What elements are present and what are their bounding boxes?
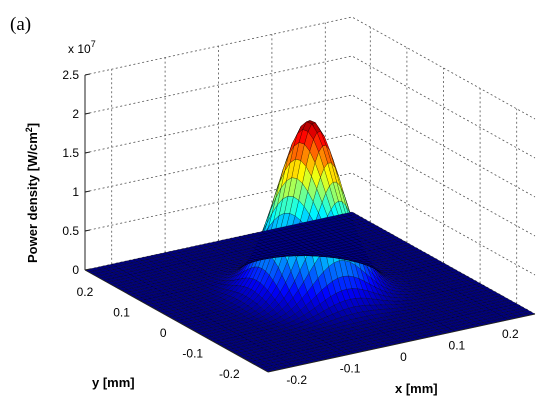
grid-line-z-back <box>84 16 536 120</box>
grid-line-z-back <box>84 55 536 159</box>
z-tick-mark <box>84 190 91 193</box>
x-tick-label: 0.1 <box>449 338 466 352</box>
panel-label: (a) <box>10 14 31 35</box>
x-tick-label: 0.2 <box>502 327 519 341</box>
y-tick-label: 0.2 <box>77 285 94 299</box>
y-tick-label: 0 <box>160 326 167 340</box>
x-tick-label: -0.1 <box>340 362 361 376</box>
x-axis-title: x [mm] <box>395 381 438 396</box>
grid-line-z-back <box>84 172 536 276</box>
z-tick-label: 0 <box>72 263 79 277</box>
axis-line <box>267 313 536 373</box>
z-tick-label: 0.5 <box>62 224 79 238</box>
x-tick-label: 0 <box>400 350 407 364</box>
y-tick-label: -0.1 <box>182 346 203 360</box>
grid-line-z-back <box>84 94 536 198</box>
z-exponent-label: x 107 <box>68 39 96 56</box>
axis-line <box>84 269 269 373</box>
z-tick-label: 2.5 <box>62 68 79 82</box>
axes-frame <box>84 75 536 373</box>
surface-mesh <box>84 120 536 373</box>
z-tick-mark <box>84 73 91 76</box>
z-tick-label: 1.5 <box>62 146 79 160</box>
tick-labels: 0 0.5 1 1.5 2 2.5 -0.2 -0.1 0 0.1 0.2 -0.2 -0.1 0 0.1 0… <box>62 68 519 387</box>
y-axis-title: y [mm] <box>92 375 135 390</box>
z-tick-label: 2 <box>72 107 79 121</box>
grid-line-z-back <box>84 133 536 237</box>
z-tick-mark <box>84 268 91 271</box>
y-tick-label: -0.2 <box>219 367 240 381</box>
z-axis-title: Power density [W/cm2] <box>24 123 40 263</box>
z-tick-mark <box>84 229 91 232</box>
z-tick-mark <box>84 112 91 115</box>
y-tick-label: 0.1 <box>113 306 130 320</box>
z-tick-mark <box>84 151 91 154</box>
x-tick-label: -0.2 <box>286 373 307 387</box>
z-tick-label: 1 <box>72 185 79 199</box>
